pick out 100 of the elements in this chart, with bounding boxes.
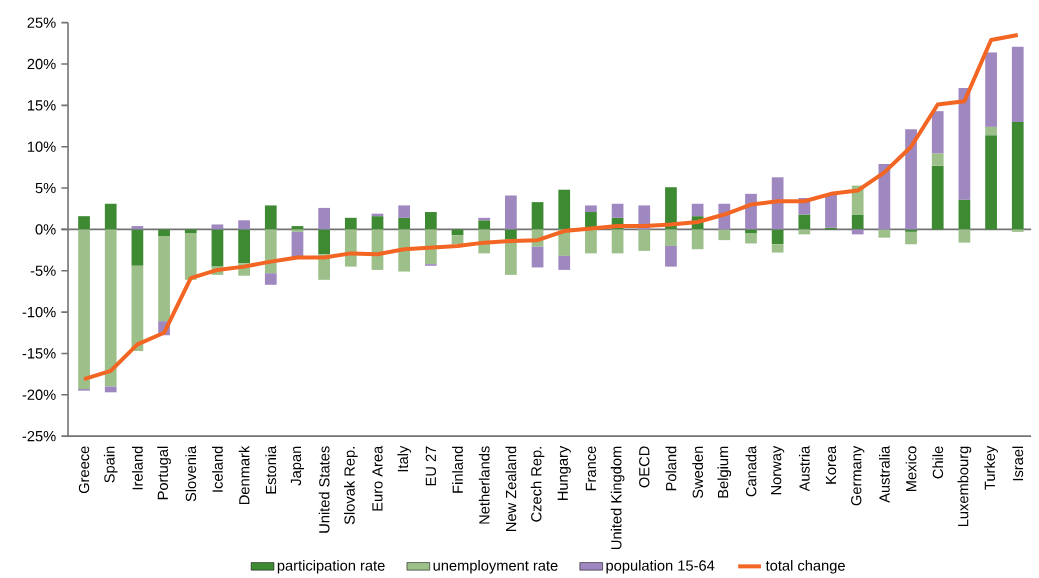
y-tick-label: 10% — [27, 141, 56, 153]
bar — [878, 229, 891, 238]
x-tick-label: Austria — [798, 445, 810, 492]
x-tick-label: Finland — [452, 446, 463, 493]
x-tick-label: Spain — [103, 446, 118, 483]
bar — [104, 204, 117, 230]
bar — [611, 204, 624, 219]
bar — [985, 52, 997, 128]
x-tick-label: Hungary — [557, 446, 571, 501]
bar — [851, 229, 864, 235]
bar — [771, 177, 784, 230]
x-tick-label: Euro Area — [372, 446, 383, 511]
bar — [264, 273, 277, 286]
x-tick-label: New Zealand — [505, 446, 517, 532]
y-tick-label: -25% — [22, 431, 56, 442]
bar — [931, 111, 944, 154]
bar — [985, 135, 997, 230]
bar — [771, 229, 784, 245]
bar — [238, 229, 250, 264]
bar — [798, 214, 811, 230]
bar — [958, 229, 971, 243]
x-tick-label: Slovenia — [185, 445, 197, 502]
bar — [798, 229, 811, 235]
bar — [718, 229, 731, 241]
bar — [931, 153, 944, 166]
y-tick-label: -20% — [22, 389, 56, 401]
x-tick-label: Canada — [745, 445, 757, 497]
legend-label: unemployment rate — [433, 560, 558, 574]
bar — [691, 229, 704, 250]
x-tick-label: Poland — [665, 446, 677, 491]
bar — [398, 229, 411, 272]
x-tick-label: EU 27 — [425, 446, 437, 486]
bar — [745, 229, 757, 234]
x-tick-label: Turkey — [984, 446, 998, 490]
x-tick-label: Denmark — [238, 445, 250, 505]
y-tick-label: -15% — [22, 348, 56, 359]
bar — [424, 212, 437, 230]
y-tick-label: 20% — [27, 59, 56, 70]
bar — [211, 224, 224, 230]
bar — [78, 216, 90, 230]
x-tick-label: OECD — [639, 446, 650, 488]
x-tick-label: Portugal — [157, 446, 171, 500]
x-tick-label: Netherlands — [478, 446, 490, 524]
x-tick-label: Japan — [290, 446, 305, 486]
bar — [638, 229, 651, 252]
bar — [398, 218, 411, 230]
x-tick-label: Germany — [851, 446, 865, 506]
bar — [665, 187, 677, 230]
bar — [558, 256, 571, 271]
y-tick-label: 25% — [27, 17, 56, 29]
bar — [184, 233, 197, 281]
x-tick-label: Iceland — [212, 446, 223, 492]
bar — [184, 229, 197, 234]
legend-label: population 15-64 — [606, 560, 715, 574]
x-tick-label: Slovak Rep. — [343, 447, 358, 525]
x-tick-label: Estonia — [265, 445, 277, 494]
bar — [745, 233, 757, 244]
x-tick-label: Italy — [397, 446, 411, 472]
x-tick-label: Belgium — [717, 446, 732, 498]
bar — [131, 229, 144, 267]
bar — [958, 199, 971, 230]
y-tick-label: -5% — [30, 265, 56, 277]
legend-label: total change — [765, 560, 845, 574]
bar — [985, 127, 997, 136]
bar — [264, 205, 277, 230]
bar — [531, 247, 544, 268]
bar — [344, 218, 357, 230]
x-tick-label: United Kingdom — [610, 446, 625, 550]
x-tick-label: Luxembourg — [957, 446, 972, 527]
bar — [665, 229, 677, 247]
bar — [318, 208, 331, 230]
bar — [585, 205, 597, 213]
x-tick-label: United States — [318, 446, 330, 533]
y-tick-label: 15% — [27, 100, 56, 111]
x-tick-label: Israel — [1012, 446, 1024, 481]
bar — [158, 236, 170, 322]
x-tick-label: Czech Rep. — [530, 447, 545, 522]
x-tick-label: Greece — [78, 446, 90, 494]
bar — [611, 229, 624, 254]
bar — [451, 229, 464, 236]
y-tick-label: 5% — [35, 183, 56, 194]
bar — [771, 244, 784, 253]
x-tick-label: Norway — [771, 446, 785, 495]
bar — [238, 220, 250, 230]
bar — [905, 229, 917, 233]
bar — [264, 229, 277, 274]
bar — [1011, 122, 1024, 230]
bar — [825, 194, 837, 228]
bar — [505, 195, 517, 230]
bar — [1011, 46, 1024, 123]
bar — [371, 216, 384, 230]
y-tick-label: 0% — [35, 224, 56, 235]
bar — [1011, 229, 1024, 233]
bar — [931, 165, 944, 230]
bar — [905, 232, 917, 245]
x-tick-label: Chile — [932, 446, 944, 479]
bar — [211, 229, 224, 267]
bar — [531, 202, 544, 230]
x-tick-label: France — [585, 446, 597, 491]
x-tick-label: Ireland — [132, 446, 143, 490]
